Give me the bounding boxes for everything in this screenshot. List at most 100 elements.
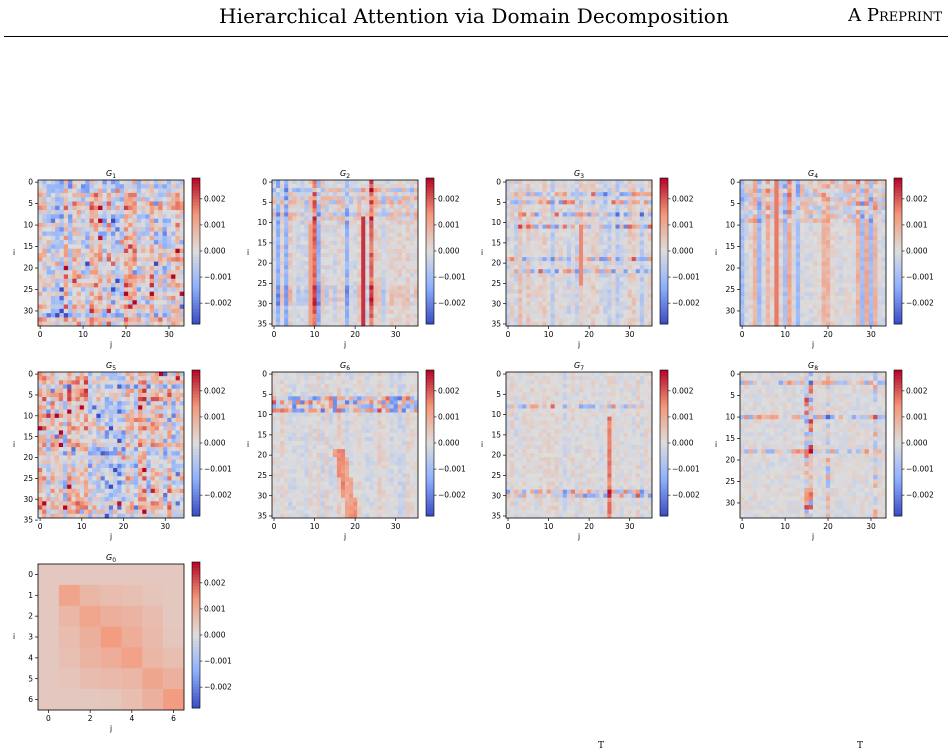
heatmap-cell (158, 214, 163, 219)
heatmap-cell (591, 285, 596, 290)
y-tick-label: 25 (491, 279, 501, 288)
heatmap-cell (353, 285, 358, 290)
heatmap-cell (405, 297, 411, 302)
heatmap-cell (357, 277, 362, 282)
heatmap-cell (292, 204, 297, 209)
heatmap-cell (115, 244, 120, 249)
heatmap-cell (332, 192, 338, 197)
heatmap-cell (98, 205, 103, 211)
heatmap-cell (149, 265, 155, 271)
heatmap-cell (542, 289, 547, 294)
heatmap-cell (765, 197, 771, 202)
heatmap-cell (599, 297, 604, 302)
colorbar-tick-label: −0.001 (672, 273, 700, 282)
heatmap-cell (570, 232, 576, 238)
heatmap-cell (288, 297, 293, 302)
heatmap-cell (603, 305, 608, 311)
heatmap-cell (316, 317, 321, 323)
heatmap-cell (566, 313, 572, 319)
heatmap-cell (554, 212, 560, 217)
heatmap-cell (381, 253, 386, 258)
heatmap-cell (328, 240, 334, 246)
heatmap-cell (369, 285, 374, 290)
heatmap-cell (791, 197, 797, 202)
heatmap-cell (292, 293, 297, 298)
heatmap-cell (85, 244, 90, 249)
heatmap-cell (554, 240, 560, 246)
heatmap-cell (518, 269, 523, 274)
heatmap-cell (591, 244, 596, 250)
heatmap-cell (50, 317, 56, 322)
heatmap-cell (93, 218, 99, 224)
heatmap-cell (639, 257, 645, 262)
heatmap-cell (373, 253, 378, 258)
heatmap-cell (795, 218, 801, 224)
heatmap-cell (166, 248, 172, 254)
heatmap-cell (38, 218, 43, 224)
heatmap-cell (607, 204, 612, 209)
heatmap-cell (179, 214, 185, 219)
heatmap-cell (530, 261, 535, 266)
heatmap-cell (514, 321, 519, 327)
colorbar-segment (192, 317, 200, 322)
heatmap-cell (385, 188, 390, 193)
heatmap-cell (623, 273, 628, 278)
heatmap-cell (770, 253, 775, 258)
heatmap-cell (534, 289, 539, 294)
heatmap-cell (825, 197, 831, 202)
heatmap-cell (171, 244, 176, 249)
colorbar-segment (660, 184, 668, 188)
heatmap-cell (320, 305, 326, 311)
heatmap-cell (530, 265, 535, 270)
heatmap-cell (834, 197, 840, 202)
heatmap-cell (782, 291, 788, 297)
heatmap-cell (68, 201, 73, 207)
heatmap-cell (591, 261, 596, 266)
heatmap-cell (740, 188, 745, 194)
heatmap-cell (149, 227, 155, 232)
heatmap-cell (332, 261, 338, 266)
y-tick-label: 25 (23, 285, 33, 294)
heatmap-cell (324, 188, 330, 193)
heatmap-cell (284, 220, 289, 225)
heatmap-cell (583, 180, 588, 185)
heatmap-cell (554, 313, 560, 319)
heatmap-cell (361, 273, 366, 278)
heatmap-cell (272, 265, 277, 270)
heatmap-cell (748, 205, 754, 211)
heatmap-cell (98, 184, 103, 189)
colorbar-segment (660, 181, 668, 185)
heatmap-cell (550, 297, 555, 302)
heatmap-cell (328, 313, 334, 319)
heatmap-cell (534, 216, 539, 221)
heatmap-cell (587, 220, 592, 225)
heatmap-cell (102, 270, 107, 275)
heatmap-cell (627, 180, 633, 185)
heatmap-cell (607, 188, 612, 193)
heatmap-cell (591, 184, 596, 189)
heatmap-cell (765, 300, 771, 305)
heatmap-cell (42, 270, 47, 275)
heatmap-cell (145, 210, 150, 215)
heatmap-cell (136, 218, 142, 224)
heatmap-cell (115, 287, 120, 292)
heatmap-cell (591, 297, 596, 302)
heatmap-cell (631, 297, 637, 302)
colorbar-segment (660, 178, 668, 182)
heatmap-cell (821, 244, 827, 249)
heatmap-cell (778, 231, 784, 237)
heatmap-cell (647, 220, 653, 225)
heatmap-cell (276, 261, 281, 266)
heatmap-cell (153, 308, 159, 314)
heatmap-cell (111, 313, 116, 318)
heatmap-cell (409, 220, 415, 225)
heatmap-cell (847, 180, 852, 185)
heatmap-cell (320, 188, 326, 193)
heatmap-cell (158, 304, 163, 310)
heatmap-cell (72, 184, 77, 189)
heatmap-cell (627, 204, 633, 209)
heatmap-cell (583, 224, 588, 229)
heatmap-cell (591, 269, 596, 274)
heatmap-cell (643, 200, 649, 205)
heatmap-cell (340, 240, 346, 246)
